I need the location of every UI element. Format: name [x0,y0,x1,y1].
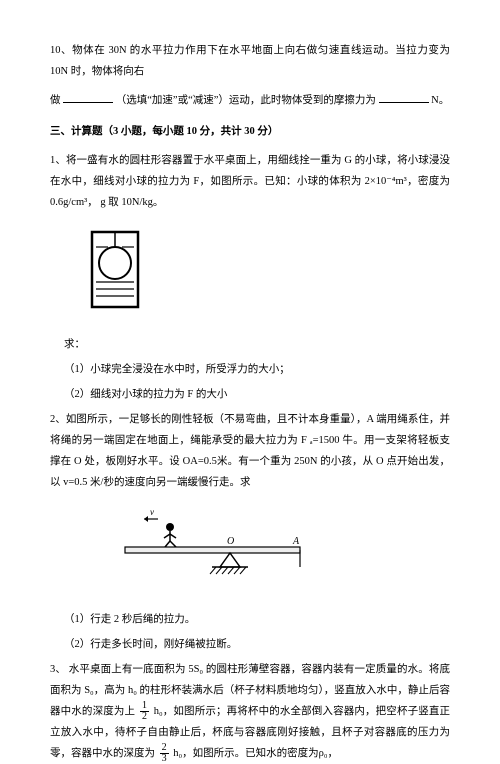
q2-para1: 2、如图所示，一足够长的刚性轻板（不易弯曲，且不计本身重量），A 端用绳系住，并… [50,409,450,493]
q10-text-b: 做 [50,95,61,106]
svg-text:O: O [227,536,234,547]
q2-sub2: （2）行走多长时间，刚好绳被拉断。 [64,634,450,655]
q3-frac1: 1 2 [140,701,149,722]
q3-seg3: h₀，如图所示。已知水的密度为ρ₀， [173,748,338,759]
q10-line1: 10、物体在 30N 的水平拉力作用下在水平地面上向右做匀速直线运动。当拉力变为… [50,40,450,82]
q3-frac2: 2 3 [160,743,169,764]
q3-frac2-num: 2 [160,743,169,754]
svg-text:v: v [150,507,154,517]
beam-svg: v O A [120,507,320,587]
q1-sub2: （2）细线对小球的拉力为 F 的大小 [64,384,450,405]
q3-para: 3、 水平桌面上有一底面积为 5S₀ 的圆柱形薄壁容器，容器内装有一定质量的水。… [50,659,450,764]
beaker-svg [80,227,150,312]
q10-blank-1 [63,92,113,104]
q10-text-a: 10、物体在 30N 的水平拉力作用下在水平地面上向右做匀速直线运动。当拉力变为… [50,45,450,77]
q10-text-d: N。 [431,95,449,106]
svg-text:A: A [292,536,300,547]
q3-frac2-den: 3 [160,754,169,764]
q3-frac1-den: 2 [140,712,149,722]
q10-line2: 做 （选填“加速”或“减速”）运动，此时物体受到的摩擦力为 N。 [50,90,450,111]
q10-text-c: （选填“加速”或“减速”）运动，此时物体受到的摩擦力为 [116,95,376,106]
q10-blank-2 [379,92,429,104]
q1-para1: 1、将一盛有水的圆柱形容器置于水平桌面上，用细线拴一重为 G 的小球，将小球浸没… [50,150,450,213]
section3-title: 三、计算题（3 小题，每小题 10 分，共计 30 分） [50,121,450,142]
q2-sub1: （1）行走 2 秒后绳的拉力。 [64,609,450,630]
q1-qiu: 求： [64,334,450,355]
q1-figure-beaker [80,227,450,320]
q1-sub1: （1）小球完全浸没在水中时，所受浮力的大小； [64,359,450,380]
q2-figure-beam: v O A [120,507,450,595]
